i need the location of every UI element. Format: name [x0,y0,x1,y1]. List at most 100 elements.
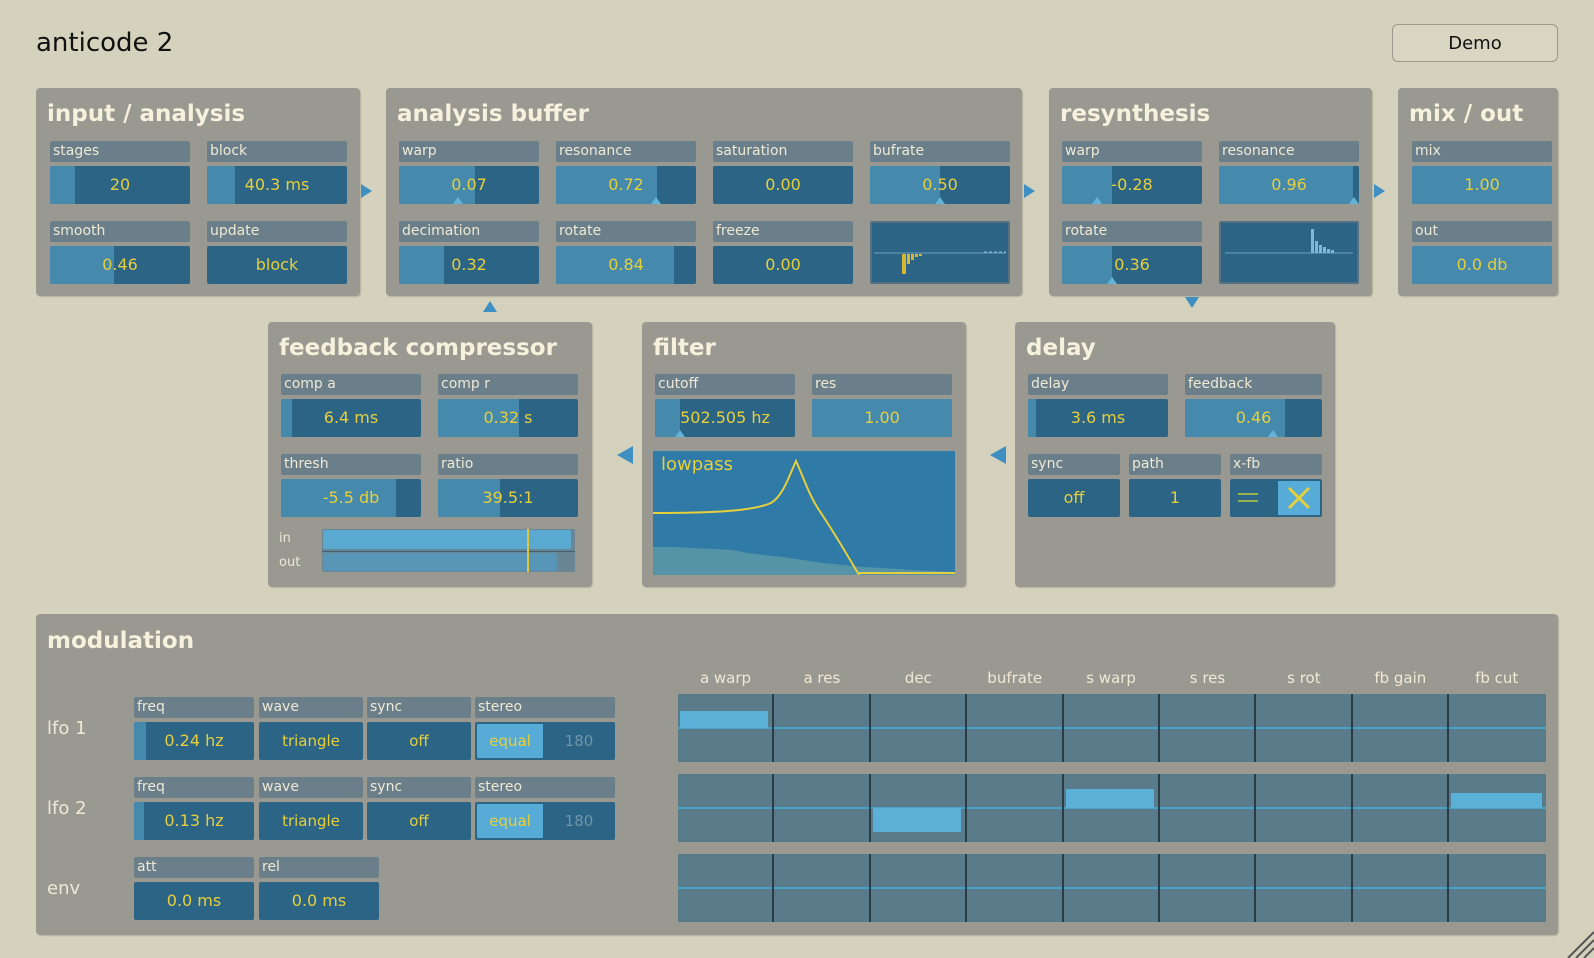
ab-rotate-slider[interactable]: 0.84 [556,246,696,284]
lfo2-stereo-180-option[interactable]: 180 [564,812,594,830]
ab-decimation-control[interactable]: decimation 0.32 [399,221,539,284]
lfo2-stereo-control[interactable]: stereo equal 180 [475,777,615,840]
ab-bufrate-control[interactable]: bufrate 0.50 [870,141,1010,204]
delay-path-select[interactable]: 1 [1129,479,1221,517]
mod-amount-cell[interactable] [870,774,968,842]
delay-time-control[interactable]: delay 3.6 ms [1028,374,1168,437]
mod-amount-cell[interactable] [1449,854,1546,922]
mod-amount-cell[interactable] [1449,774,1546,842]
lfo2-sync-select[interactable]: off [367,802,471,840]
ab-decimation-slider[interactable]: 0.32 [399,246,539,284]
thresh-control[interactable]: thresh -5.5 db [281,454,421,517]
mod-amount-cell[interactable] [678,694,775,762]
out-slider[interactable]: 0.0 db [1412,246,1552,284]
ab-freeze-slider[interactable]: 0.00 [713,246,853,284]
lfo2-freq-slider[interactable]: 0.13 hz [134,802,254,840]
lfo1-wave-control[interactable]: wave triangle [259,697,363,760]
cutoff-control[interactable]: cutoff 502.505 hz [655,374,795,437]
ab-warp-control[interactable]: warp 0.07 [399,141,539,204]
comp-a-slider[interactable]: 6.4 ms [281,399,421,437]
lfo2-stereo-toggle[interactable]: equal 180 [475,802,615,840]
mod-amount-cell[interactable] [967,774,1064,842]
res-slider[interactable]: 1.00 [812,399,952,437]
delay-time-slider[interactable]: 3.6 ms [1028,399,1168,437]
mod-amount-cell[interactable] [1352,694,1450,762]
rs-resonance-slider[interactable]: 0.96 [1219,166,1359,204]
ab-bufrate-slider[interactable]: 0.50 [870,166,1010,204]
lfo1-sync-control[interactable]: sync off [367,697,471,760]
lfo1-freq-control[interactable]: freq 0.24 hz [134,697,254,760]
mod-amount-cell[interactable] [1160,854,1257,922]
demo-button[interactable]: Demo [1392,24,1558,62]
cutoff-slider[interactable]: 502.505 hz [655,399,795,437]
env-att-control[interactable]: att 0.0 ms [134,857,254,920]
thresh-slider[interactable]: -5.5 db [281,479,421,517]
mod-amount-cell[interactable] [1256,774,1353,842]
update-control[interactable]: update block [207,221,347,284]
lfo1-stereo-180-option[interactable]: 180 [564,732,594,750]
lfo1-stereo-control[interactable]: stereo equal 180 [475,697,615,760]
rs-warp-control[interactable]: warp -0.28 [1062,141,1202,204]
resize-grip-icon[interactable] [1564,928,1594,958]
stages-slider[interactable]: 20 [50,166,190,204]
delay-feedback-control[interactable]: feedback 0.46 [1185,374,1322,437]
mod-amount-cell[interactable] [774,774,871,842]
smooth-control[interactable]: smooth 0.46 [50,221,190,284]
lfo2-wave-control[interactable]: wave triangle [259,777,363,840]
ab-freeze-control[interactable]: freeze 0.00 [713,221,853,284]
ab-saturation-slider[interactable]: 0.00 [713,166,853,204]
mod-amount-cell[interactable] [870,694,968,762]
lfo1-freq-slider[interactable]: 0.24 hz [134,722,254,760]
mod-amount-cell[interactable] [1063,854,1160,922]
cross-icon[interactable] [1278,481,1320,515]
comp-r-control[interactable]: comp r 0.32 s [438,374,578,437]
mod-amount-cell[interactable] [1063,694,1160,762]
mod-amount-cell[interactable] [1063,774,1160,842]
comp-a-control[interactable]: comp a 6.4 ms [281,374,421,437]
out-control[interactable]: out 0.0 db [1412,221,1552,284]
lfo2-freq-control[interactable]: freq 0.13 hz [134,777,254,840]
mod-amount-cell[interactable] [1449,694,1546,762]
delay-xfb-control[interactable]: x-fb [1230,454,1322,517]
delay-sync-control[interactable]: sync off [1028,454,1120,517]
mod-amount-cell[interactable] [774,694,871,762]
mix-slider[interactable]: 1.00 [1412,166,1552,204]
mod-amount-cell[interactable] [1256,854,1353,922]
mix-control[interactable]: mix 1.00 [1412,141,1552,204]
block-slider[interactable]: 40.3 ms [207,166,347,204]
ab-resonance-slider[interactable]: 0.72 [556,166,696,204]
mod-amount-cell[interactable] [678,854,775,922]
mod-amount-cell[interactable] [967,854,1064,922]
rs-warp-slider[interactable]: -0.28 [1062,166,1202,204]
lfo2-stereo-equal-option[interactable]: equal [477,804,543,838]
delay-sync-select[interactable]: off [1028,479,1120,517]
lfo1-stereo-equal-option[interactable]: equal [477,724,543,758]
ab-resonance-control[interactable]: resonance 0.72 [556,141,696,204]
block-control[interactable]: block 40.3 ms [207,141,347,204]
lfo2-wave-select[interactable]: triangle [259,802,363,840]
filter-mode-label[interactable]: lowpass [661,454,733,475]
lfo1-sync-select[interactable]: off [367,722,471,760]
env-att-slider[interactable]: 0.0 ms [134,882,254,920]
mod-amount-cell[interactable] [1160,774,1257,842]
res-control[interactable]: res 1.00 [812,374,952,437]
mod-amount-cell[interactable] [1352,854,1450,922]
rs-rotate-slider[interactable]: 0.36 [1062,246,1202,284]
smooth-slider[interactable]: 0.46 [50,246,190,284]
delay-feedback-slider[interactable]: 0.46 [1185,399,1322,437]
lfo1-stereo-toggle[interactable]: equal 180 [475,722,615,760]
ratio-control[interactable]: ratio 39.5:1 [438,454,578,517]
ratio-slider[interactable]: 39.5:1 [438,479,578,517]
mod-amount-cell[interactable] [1256,694,1353,762]
mod-amount-cell[interactable] [967,694,1064,762]
lfo1-wave-select[interactable]: triangle [259,722,363,760]
filter-display[interactable]: lowpass [653,451,955,575]
ab-saturation-control[interactable]: saturation 0.00 [713,141,853,204]
mod-amount-cell[interactable] [678,774,775,842]
lfo2-sync-control[interactable]: sync off [367,777,471,840]
ab-warp-slider[interactable]: 0.07 [399,166,539,204]
stages-control[interactable]: stages 20 [50,141,190,204]
mod-amount-cell[interactable] [870,854,968,922]
env-rel-slider[interactable]: 0.0 ms [259,882,379,920]
delay-path-control[interactable]: path 1 [1129,454,1221,517]
